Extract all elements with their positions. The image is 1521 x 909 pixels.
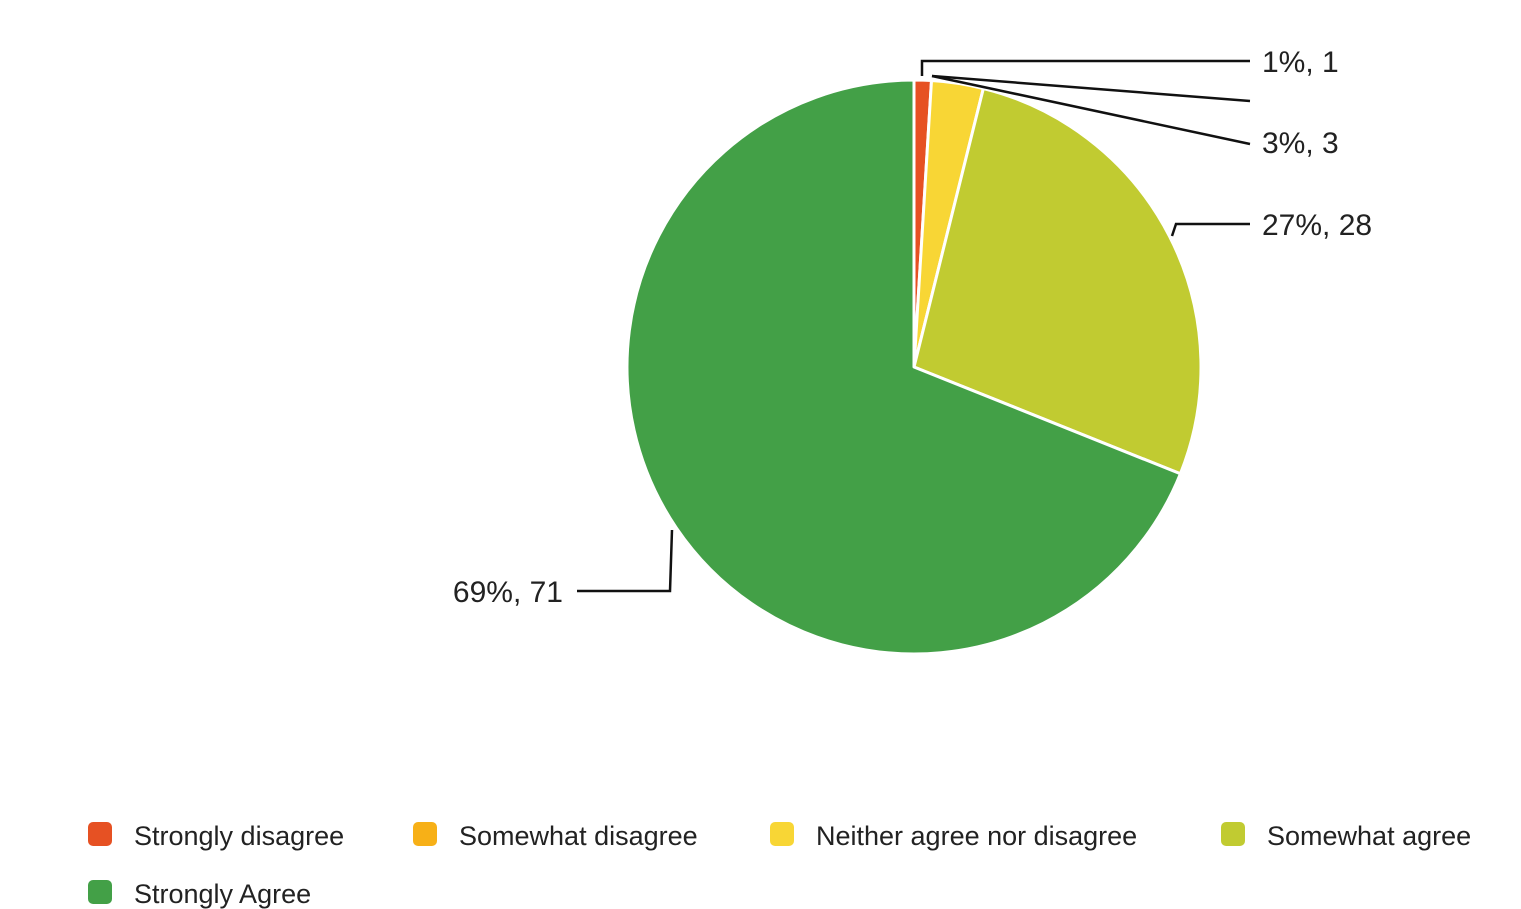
- legend-item-somewhat-agree: Somewhat agree: [1221, 821, 1471, 851]
- legend-swatch-somewhat-disagree: [413, 822, 437, 846]
- pie-slice-somewhat-agree: [912, 87, 1203, 476]
- legend-label-strongly-agree: Strongly Agree: [134, 879, 311, 909]
- legend: Strongly disagree Somewhat disagree Neithe…: [88, 821, 1471, 909]
- legend-item-strongly-disagree: Strongly disagree: [88, 821, 344, 851]
- leader-line-strongly-disagree: [920, 59, 1250, 76]
- pie-slices: [625, 78, 1203, 656]
- data-label-strongly-disagree: 1%, 1: [1262, 46, 1339, 79]
- legend-item-strongly-agree: Strongly Agree: [88, 879, 311, 909]
- pie-slice-strongly-agree: [625, 78, 1182, 656]
- leader-line-strongly-agree: [577, 529, 674, 593]
- data-label-somewhat-agree: 27%, 28: [1262, 209, 1372, 242]
- data-label-strongly-agree: 69%, 71: [453, 576, 563, 609]
- legend-label-somewhat-disagree: Somewhat disagree: [459, 821, 698, 851]
- legend-swatch-strongly-disagree: [88, 822, 112, 846]
- data-labels: 1%, 1 3%, 3 27%, 28 69%, 71: [453, 46, 1372, 609]
- data-label-neither-agree-nor-disagree: 3%, 3: [1262, 127, 1339, 160]
- leader-line-somewhat-agree: [1170, 222, 1250, 237]
- legend-item-neither-agree-nor-disagree: Neither agree nor disagree: [770, 821, 1137, 851]
- legend-label-somewhat-agree: Somewhat agree: [1267, 821, 1471, 851]
- leader-line-neither-agree-nor-disagree: [931, 74, 1251, 146]
- legend-swatch-neither-agree-nor-disagree: [770, 822, 794, 846]
- legend-item-somewhat-disagree: Somewhat disagree: [413, 821, 698, 851]
- legend-swatch-somewhat-agree: [1221, 822, 1245, 846]
- legend-swatch-strongly-agree: [88, 880, 112, 904]
- leader-lines: [577, 59, 1251, 593]
- leader-line-somewhat-disagree: [931, 74, 1251, 103]
- legend-label-neither-agree-nor-disagree: Neither agree nor disagree: [816, 821, 1137, 851]
- legend-label-strongly-disagree: Strongly disagree: [134, 821, 344, 851]
